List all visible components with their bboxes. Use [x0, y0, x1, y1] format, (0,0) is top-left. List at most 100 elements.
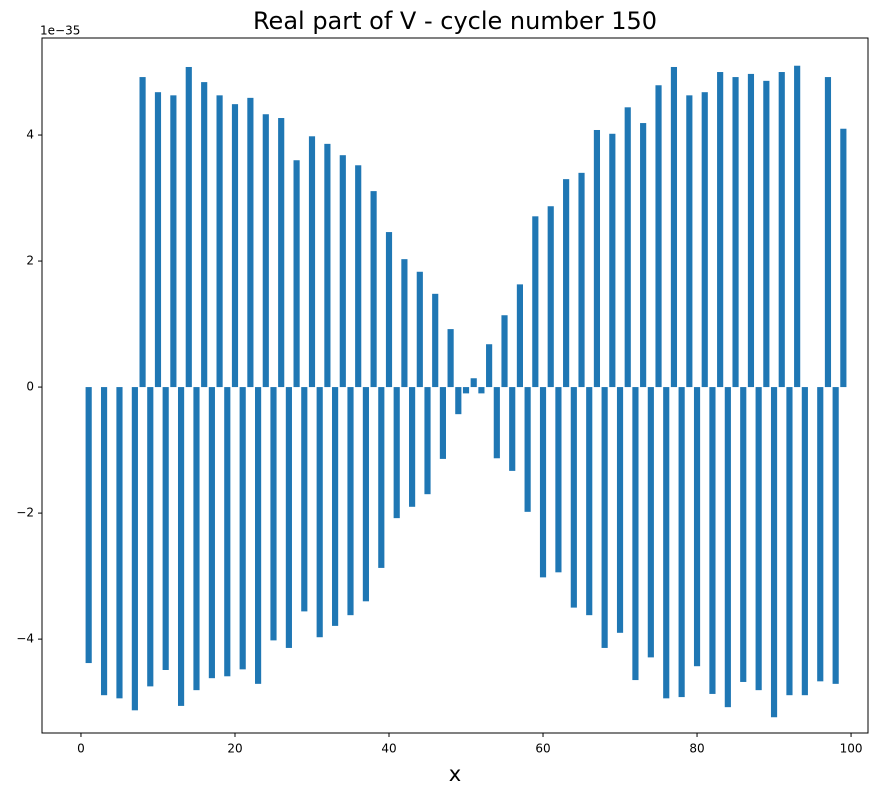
- bar: [224, 387, 231, 677]
- bar: [709, 387, 716, 694]
- bar: [247, 97, 254, 388]
- bar: [462, 387, 470, 394]
- bar: [663, 387, 670, 699]
- bar: [609, 133, 616, 388]
- bar: [324, 143, 331, 388]
- bar: [624, 107, 631, 388]
- bar: [139, 77, 146, 388]
- bar: [732, 77, 739, 388]
- bar: [455, 387, 462, 415]
- bar: [555, 387, 562, 573]
- bar: [439, 387, 446, 459]
- bar: [170, 95, 177, 388]
- bar: [516, 284, 523, 388]
- bar: [794, 65, 801, 388]
- bar: [177, 387, 185, 706]
- bar: [347, 387, 354, 616]
- bar: [116, 387, 123, 699]
- bar: [724, 387, 731, 708]
- bar: [131, 387, 138, 711]
- bar: [416, 271, 423, 388]
- bar: [208, 387, 215, 679]
- bar: [424, 387, 431, 495]
- bar: [385, 232, 393, 388]
- bar: [717, 72, 724, 388]
- bar: [447, 329, 454, 388]
- bar: [278, 118, 285, 388]
- bar: [285, 387, 292, 648]
- bar: [355, 165, 362, 388]
- bar: [401, 259, 408, 388]
- chart-title: Real part of V - cycle number 150: [253, 7, 657, 35]
- bar: [239, 387, 246, 670]
- bar: [432, 293, 439, 388]
- bar: [755, 387, 762, 691]
- bar: [185, 66, 192, 388]
- bar: [563, 179, 570, 388]
- bar: [601, 387, 608, 648]
- bar: [362, 387, 369, 602]
- bar: [509, 387, 516, 471]
- y-tick-label: −2: [16, 506, 34, 520]
- bar: [532, 216, 539, 388]
- bar: [231, 104, 239, 388]
- bar: [570, 387, 577, 608]
- y-tick-label: 2: [26, 254, 34, 268]
- bar: [493, 387, 500, 459]
- y-tick-label: −4: [16, 632, 34, 646]
- bar: [840, 128, 847, 388]
- bar: [193, 387, 200, 691]
- bar: [770, 387, 778, 718]
- bar: [740, 387, 747, 682]
- bar: [539, 387, 547, 578]
- bar: [640, 123, 647, 388]
- x-tick-label: 0: [77, 742, 85, 756]
- x-tick-label: 80: [689, 742, 704, 756]
- bar: [316, 387, 323, 638]
- bar: [824, 77, 832, 388]
- y-tick-label: 0: [26, 380, 34, 394]
- bar: [147, 387, 154, 687]
- bar: [786, 387, 793, 696]
- bar: [293, 160, 300, 388]
- bar: [686, 95, 693, 388]
- bar: [154, 92, 162, 388]
- bar: [670, 66, 678, 388]
- bar: [478, 387, 485, 394]
- x-axis-label: x: [449, 762, 461, 786]
- bar: [486, 344, 493, 388]
- bar: [378, 387, 385, 568]
- bar: [255, 387, 262, 684]
- bar: [616, 387, 624, 633]
- bar: [262, 114, 269, 388]
- bar: [655, 85, 662, 388]
- bar: [524, 387, 531, 512]
- bar: [270, 387, 277, 641]
- bar: [162, 387, 169, 670]
- bar: [832, 387, 839, 684]
- bar: [647, 387, 654, 658]
- bar: [370, 191, 377, 388]
- bar: [763, 80, 770, 388]
- bar: [470, 378, 477, 388]
- bar: [100, 387, 108, 696]
- bar: [393, 387, 400, 519]
- x-tick-label: 100: [840, 742, 863, 756]
- bar: [747, 73, 755, 388]
- bar: [201, 82, 208, 388]
- bar: [778, 72, 785, 388]
- bar: [586, 387, 593, 616]
- x-tick-label: 20: [227, 742, 242, 756]
- x-tick-label: 60: [535, 742, 550, 756]
- bar: [339, 155, 346, 388]
- bar: [701, 92, 708, 388]
- bar: [308, 136, 316, 388]
- bar: [632, 387, 639, 681]
- y-tick-label: 4: [26, 128, 34, 142]
- bar: [332, 387, 339, 626]
- bar: [693, 387, 701, 667]
- bar: [216, 95, 223, 388]
- bar: [547, 206, 554, 388]
- bar: [501, 315, 508, 388]
